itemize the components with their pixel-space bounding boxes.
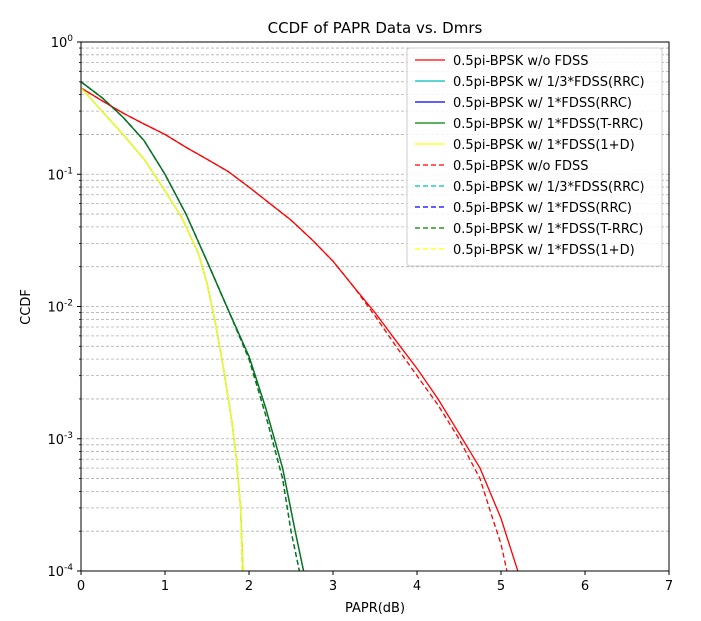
x-axis-label: PAPR(dB) (345, 601, 405, 616)
x-tick-label: 1 (161, 579, 169, 594)
legend-entry-label: 0.5pi-BPSK w/o FDSS (453, 159, 589, 174)
legend-entry-label: 0.5pi-BPSK w/ 1/3*FDSS(RRC) (453, 180, 645, 195)
x-tick-label: 0 (77, 579, 85, 594)
legend-entry-label: 0.5pi-BPSK w/ 1*FDSS(T-RRC) (453, 117, 643, 132)
legend-entry-label: 0.5pi-BPSK w/ 1*FDSS(RRC) (453, 201, 632, 216)
x-tick-label: 2 (245, 579, 253, 594)
legend-entry-label: 0.5pi-BPSK w/ 1*FDSS(1+D) (453, 138, 635, 153)
series-lines (81, 81, 519, 571)
legend-entry-label: 0.5pi-BPSK w/ 1*FDSS(RRC) (453, 96, 632, 111)
legend: 0.5pi-BPSK w/o FDSS 0.5pi-BPSK w/ 1/3*FDS… (406, 47, 663, 267)
y-axis-label: CCDF (19, 289, 34, 325)
x-tick-label: 6 (581, 579, 589, 594)
series-line-6 (81, 87, 508, 571)
legend-box (406, 47, 663, 267)
series-line-4 (81, 81, 305, 571)
chart-title: CCDF of PAPR Data vs. Dmrs (268, 19, 483, 37)
series-line-10 (81, 87, 243, 571)
legend-entry-label: 0.5pi-BPSK w/ 1/3*FDSS(RRC) (453, 75, 645, 90)
x-tick-label: 4 (413, 579, 421, 594)
legend-entry-label: 0.5pi-BPSK w/ 1*FDSS(1+D) (453, 243, 635, 258)
legend-entry-label: 0.5pi-BPSK w/o FDSS (453, 54, 589, 69)
x-tick-label: 5 (497, 579, 505, 594)
x-tick-label: 3 (329, 579, 337, 594)
legend-entry-label: 0.5pi-BPSK w/ 1*FDSS(T-RRC) (453, 222, 643, 237)
x-tick-label: 7 (665, 579, 673, 594)
